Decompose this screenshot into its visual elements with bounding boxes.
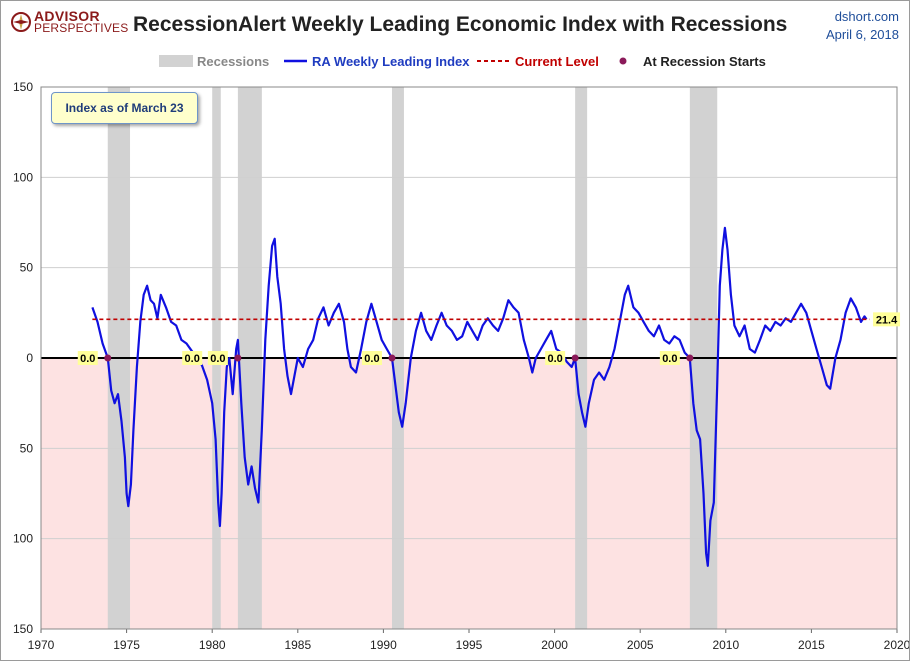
y-tick-label-6: 150 (13, 622, 33, 636)
recession-start-label-bg-0 (77, 351, 98, 365)
site-name: dshort.com (834, 9, 899, 24)
recession-start-marker-5 (686, 354, 694, 362)
recession-start-label-bg-1 (182, 351, 203, 365)
recession-start-marker-3 (388, 354, 396, 362)
current-level-label: 21.4 (876, 314, 898, 326)
x-tick-label-0: 1970 (28, 638, 55, 652)
legend: Recessions RA Weekly Leading Index Curre… (159, 54, 766, 69)
chart-title: RecessionAlert Weekly Leading Economic I… (133, 13, 788, 36)
recession-start-label-4: 0.0 (547, 353, 562, 365)
series-line-0 (91, 226, 868, 567)
legend-series-label: RA Weekly Leading Index (312, 54, 470, 69)
x-tick-label-3: 1985 (284, 638, 311, 652)
x-tick-label-1: 1975 (113, 638, 140, 652)
legend-current-level-label: Current Level (515, 54, 599, 69)
recession-start-label-0: 0.0 (80, 353, 95, 365)
legend-recessions-label: Recessions (197, 54, 269, 69)
recession-start-label-5: 0.0 (662, 353, 677, 365)
current-level-label-bg (873, 312, 901, 327)
y-tick-label-5: 100 (13, 532, 33, 546)
plot-area: 150 100 50 0 50 100 150 1970 1975 1980 1985 1990 199… (13, 80, 909, 652)
advisor-perspectives-logo-icon (11, 12, 31, 32)
legend-recession-start-swatch (619, 57, 627, 65)
x-tick-label-5: 1995 (456, 638, 483, 652)
recession-start-label-2: 0.0 (210, 353, 225, 365)
y-tick-label-2: 50 (20, 261, 34, 275)
x-tick-label-10: 2020 (884, 638, 909, 652)
recession-start-marker-4 (571, 354, 579, 362)
x-tick-label-4: 1990 (370, 638, 397, 652)
plot-border (40, 86, 898, 630)
negative-zone (41, 358, 897, 629)
recession-start-label-bg-4 (545, 351, 566, 365)
publish-date: April 6, 2018 (826, 27, 899, 42)
recession-start-label-bg-2 (207, 351, 228, 365)
x-tick-label-6: 2000 (541, 638, 568, 652)
recession-start-label-bg-5 (659, 351, 680, 365)
recession-start-label-3: 0.0 (364, 353, 379, 365)
y-tick-label-3: 0 (26, 351, 33, 365)
x-tick-label-2: 1980 (199, 638, 226, 652)
x-tick-label-7: 2005 (627, 638, 654, 652)
x-tick-label-9: 2015 (798, 638, 825, 652)
y-tick-label-4: 50 (20, 441, 34, 455)
brand-subtitle: PERSPECTIVES (34, 21, 129, 35)
y-tick-label-0: 150 (13, 80, 33, 94)
legend-recession-start-label: At Recession Starts (643, 54, 766, 69)
y-tick-label-1: 100 (13, 170, 33, 184)
x-tick-label-8: 2010 (712, 638, 739, 652)
index-date-note: Index as of March 23 (51, 92, 198, 124)
legend-recessions-swatch (159, 55, 193, 67)
recession-start-marker-2 (234, 354, 242, 362)
recession-start-label-bg-3 (361, 351, 382, 365)
recession-start-marker-0 (104, 354, 112, 362)
brand-name: ADVISOR (34, 8, 100, 24)
recession-start-label-1: 0.0 (185, 353, 200, 365)
